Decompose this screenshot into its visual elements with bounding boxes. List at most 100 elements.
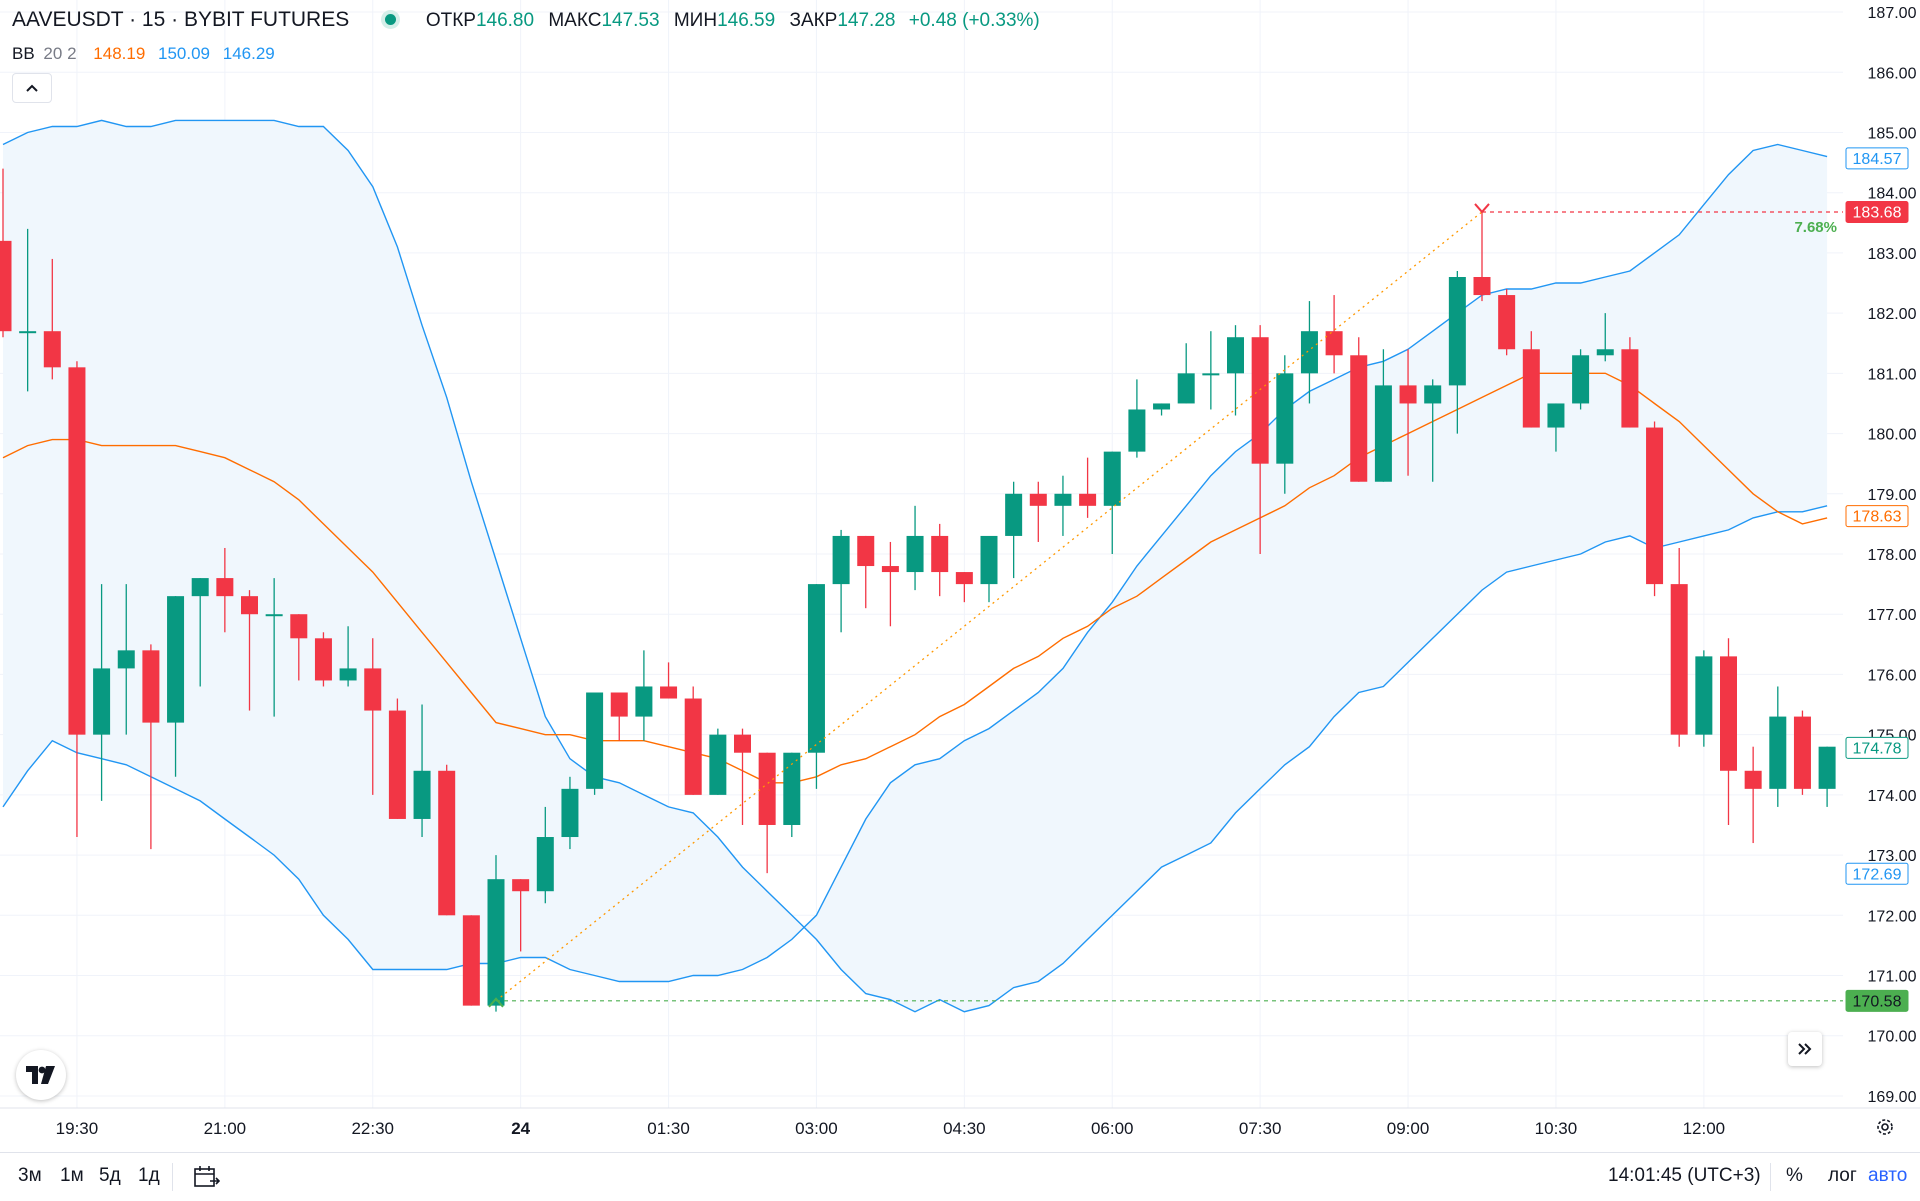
candle-body (265, 614, 283, 617)
candle-body (709, 734, 727, 795)
candle-body (1177, 373, 1195, 404)
candle-body (586, 692, 604, 789)
tradingview-logo-icon[interactable] (16, 1050, 66, 1100)
candle-body (1103, 451, 1121, 506)
candle-body (857, 535, 875, 567)
price-tag-label: 174.78 (1853, 740, 1902, 757)
candle-body (462, 915, 480, 1006)
scroll-to-realtime-button[interactable] (1788, 1032, 1822, 1066)
time-tick-label: 24 (511, 1119, 530, 1138)
percent-scale-toggle[interactable]: % (1786, 1165, 1803, 1186)
candle-body (1276, 373, 1294, 464)
range-1m[interactable]: 1м (60, 1165, 84, 1186)
indicator-basis: 148.19 (93, 44, 146, 63)
candle-body (684, 698, 702, 795)
candle-body (1547, 403, 1565, 428)
price-tick-label: 170.00 (1868, 1029, 1917, 1046)
price-tick-label: 185.00 (1868, 125, 1917, 142)
price-tick-label: 181.00 (1868, 366, 1917, 383)
price-axis-bg (1843, 0, 1920, 1108)
price-tick-label: 179.00 (1868, 487, 1917, 504)
price-tick-label: 187.00 (1868, 5, 1917, 22)
candle-body (1646, 427, 1664, 585)
log-scale-toggle[interactable]: лог (1828, 1165, 1857, 1186)
divider (1770, 1163, 1771, 1191)
low-arrow-icon (488, 997, 504, 1008)
candle-body (413, 770, 431, 819)
time-tick-label: 07:30 (1239, 1119, 1282, 1138)
range-1d[interactable]: 1д (138, 1165, 160, 1186)
time-axis: 19:30 21:00 22:30 24 01:30 03:00 04:30 06:00 07:… (56, 1119, 1725, 1138)
candle-body (980, 535, 998, 585)
price-tick-label: 183.00 (1868, 246, 1917, 263)
range-5d[interactable]: 5д (99, 1165, 121, 1186)
price-tag-box (1845, 862, 1909, 885)
high-arrow-icon (1474, 203, 1490, 214)
range-3m[interactable]: 3м (18, 1165, 42, 1186)
time-tick-label: 01:30 (647, 1119, 690, 1138)
range-annotation: 7.68% (488, 203, 1843, 1008)
candles (0, 168, 1836, 1012)
candle-body (536, 837, 554, 892)
candle-body (1325, 331, 1343, 356)
candle-body (19, 331, 37, 334)
candle-body (1720, 656, 1737, 771)
price-tag-box (1845, 200, 1909, 223)
price-tick-label: 173.00 (1868, 848, 1917, 865)
candle-body (117, 650, 135, 669)
auto-scale-toggle[interactable]: авто (1868, 1165, 1908, 1186)
price-tag-box (1845, 147, 1909, 170)
bollinger-legend[interactable]: BB 20 2 148.19 150.09 146.29 (12, 44, 275, 64)
candle-body (1227, 337, 1244, 374)
indicator-upper: 150.09 (158, 44, 211, 63)
price-chart[interactable]: 7.68% 169.00 170.00 171.00 172.00 173.00 174.… (0, 0, 1920, 1152)
price-tick-label: 186.00 (1868, 65, 1917, 82)
candle-body (1005, 493, 1023, 536)
calendar-goto-icon[interactable] (192, 1164, 220, 1190)
collapse-legend-button[interactable] (12, 73, 52, 103)
candle-body (931, 535, 949, 573)
candle-body (561, 788, 579, 838)
price-tick-label: 171.00 (1868, 969, 1917, 986)
candle-body (807, 584, 825, 753)
candle-body (216, 578, 234, 597)
candle-body (487, 879, 505, 1006)
candle-body (388, 710, 406, 819)
candle-body (314, 638, 332, 681)
market-status-icon (384, 14, 396, 26)
candle-body (1670, 584, 1688, 735)
candle-body (734, 734, 751, 753)
time-tick-label: 10:30 (1535, 1119, 1578, 1138)
symbol-title[interactable]: AAVEUSDT · 15 · BYBIT FUTURES (12, 8, 350, 31)
indicator-mult: 2 (67, 44, 77, 63)
candle-body (1300, 331, 1318, 374)
price-tags: 184.57 183.68 178.63 174.78 172.69 170.58 (1845, 147, 1909, 1012)
divider (172, 1163, 173, 1191)
chevron-up-icon (26, 84, 38, 92)
price-tick-label: 169.00 (1868, 1089, 1917, 1106)
gear-icon[interactable] (1874, 1116, 1896, 1138)
range-percent-label: 7.68% (1794, 219, 1837, 236)
time-tick-label: 06:00 (1091, 1119, 1134, 1138)
time-tick-label: 21:00 (204, 1119, 247, 1138)
candle-body (191, 578, 209, 597)
price-tag-label: 170.58 (1853, 993, 1902, 1010)
time-tick-label: 19:30 (56, 1119, 99, 1138)
bollinger-upper-line (2, 119, 1828, 1013)
indicator-length: 20 (43, 44, 63, 63)
close-value: 147.28 (837, 10, 896, 31)
candle-body (339, 668, 357, 681)
price-tick-label: 172.00 (1868, 908, 1917, 925)
price-tag-box (1845, 736, 1909, 759)
time-tick-label: 04:30 (943, 1119, 986, 1138)
candle-body (364, 668, 382, 711)
candle-body (610, 692, 628, 717)
clock-timezone[interactable]: 14:01:45 (UTC+3) (1608, 1165, 1761, 1186)
candle-body (290, 614, 308, 639)
bottom-toolbar: 3м 1м 5д 1д 14:01:45 (UTC+3) % лог авто (0, 1152, 1920, 1201)
candle-body (1202, 373, 1220, 376)
price-tag-box (1845, 505, 1909, 528)
price-tick-label: 174.00 (1868, 788, 1917, 805)
candle-body (1251, 337, 1269, 464)
bollinger-lower-line (2, 143, 1828, 983)
